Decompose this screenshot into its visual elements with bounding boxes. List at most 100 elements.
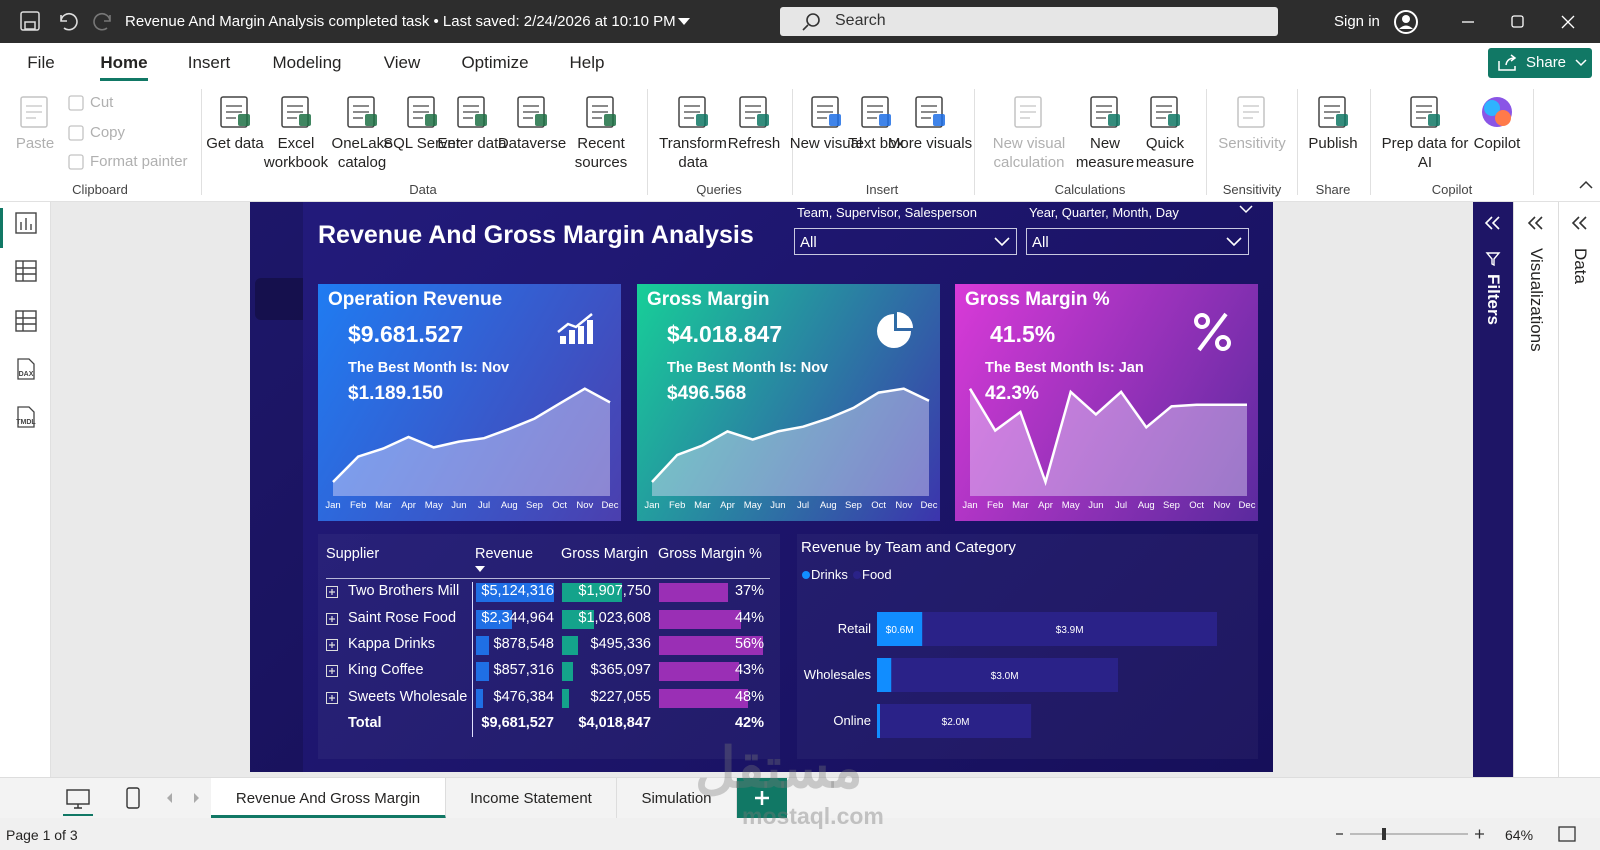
sign-in[interactable]: Sign in xyxy=(1334,13,1380,30)
data-label: $0.6M xyxy=(886,625,914,636)
column-header[interactable]: Supplier xyxy=(326,546,380,562)
margin-pct-bar xyxy=(659,662,739,681)
data-label: $2.0M xyxy=(942,717,970,728)
supplier-name[interactable]: Saint Rose Food xyxy=(348,610,457,626)
ribbon-separator xyxy=(201,89,202,195)
ribbon-icon xyxy=(1482,97,1512,127)
bar-chart: Retail $0.6M $3.9M Wholesales $3.0M Online $2.… xyxy=(804,612,1217,738)
margin-pct-cell: 56% xyxy=(734,636,764,652)
margin-pct-cell: 44% xyxy=(734,610,764,626)
watermark-arabic: مستقل xyxy=(695,736,863,799)
ribbon-button[interactable]: Excel workbook xyxy=(263,135,329,171)
month-label: Nov xyxy=(1213,500,1230,511)
ribbon-button[interactable]: Cut xyxy=(90,94,114,111)
share-button[interactable]: Share xyxy=(1488,48,1592,78)
sort-icon xyxy=(475,566,485,572)
pane-title[interactable]: Visualizations xyxy=(1527,248,1546,352)
zoom-plus xyxy=(1475,829,1484,839)
pane-title[interactable]: Data xyxy=(1571,248,1590,284)
icon-shape xyxy=(1558,826,1576,842)
month-label: Jul xyxy=(478,500,490,511)
margin-pct-bar xyxy=(659,610,741,629)
ribbon-button[interactable]: Enter data xyxy=(437,135,507,152)
column-header[interactable]: Gross Margin xyxy=(561,546,649,562)
page-tab[interactable]: Simulation xyxy=(617,778,737,819)
ribbon-button[interactable]: Sensitivity xyxy=(1218,135,1286,152)
icon-shape xyxy=(20,218,32,230)
fit-page-icon xyxy=(1558,826,1576,842)
icon-shape xyxy=(17,406,35,428)
page-tab[interactable]: Income Statement xyxy=(446,778,617,819)
menu-tab[interactable]: File xyxy=(27,53,55,72)
icon-shape xyxy=(281,96,309,128)
chart-title: Revenue by Team and Category xyxy=(801,539,1016,556)
ribbon-button[interactable]: New visual calculation xyxy=(992,135,1066,171)
supplier-name[interactable]: King Coffee xyxy=(348,662,424,678)
bar-segment xyxy=(877,658,892,692)
area-line xyxy=(968,388,1247,487)
icon-shape xyxy=(1014,96,1042,128)
chevron xyxy=(994,237,1010,247)
add-page-button[interactable] xyxy=(737,778,787,819)
icon-shape xyxy=(877,314,911,348)
ribbon-button[interactable]: Transform data xyxy=(659,135,727,171)
card-icon xyxy=(1194,312,1231,352)
desktop-view-icon xyxy=(66,789,90,809)
undo-icon xyxy=(60,12,78,31)
ribbon-button[interactable]: SQL Server xyxy=(383,135,461,152)
ribbon-button[interactable]: Format painter xyxy=(90,153,188,170)
icon-accent xyxy=(425,114,437,126)
slicer-dropdown[interactable]: All xyxy=(1026,228,1249,255)
pane-title[interactable]: Filters xyxy=(1484,274,1503,326)
total-margin: $4,018,847 xyxy=(578,715,651,731)
supplier-name[interactable]: Two Brothers Mill xyxy=(348,583,460,599)
ribbon-button[interactable]: Dataverse xyxy=(497,135,567,152)
menu-tab-underline xyxy=(100,78,148,81)
column-header[interactable]: Revenue xyxy=(475,546,534,562)
ribbon-button[interactable]: Publish xyxy=(1308,135,1358,152)
icon-accent xyxy=(475,114,487,126)
icon-accent xyxy=(535,114,547,126)
supplier-name[interactable]: Kappa Drinks xyxy=(348,636,436,652)
menu-tab[interactable]: Home xyxy=(100,53,148,72)
column-header[interactable]: Gross Margin % xyxy=(658,546,762,562)
supplier-name[interactable]: Sweets Wholesale xyxy=(348,689,468,705)
margin-cell: $1,907,750 xyxy=(578,583,651,599)
filters-pane: Filters xyxy=(1473,202,1513,777)
menu-tab[interactable]: Help xyxy=(569,53,605,72)
ribbon-button[interactable]: Text box xyxy=(848,135,904,152)
card-best-label: The Best Month Is: Jan xyxy=(985,360,1144,376)
icon-shape xyxy=(1156,105,1172,119)
search-box[interactable]: Search xyxy=(780,7,1278,36)
area-fill xyxy=(333,388,610,496)
page-tab[interactable]: Revenue And Gross Margin xyxy=(211,778,446,819)
menu-tab[interactable]: Modeling xyxy=(272,53,342,72)
ribbon-button[interactable]: Prep data for AI xyxy=(1381,135,1469,171)
icon-shape xyxy=(1410,96,1438,128)
slicer-dropdown[interactable]: All xyxy=(794,228,1017,255)
small-icon xyxy=(68,125,84,141)
month-label: Oct xyxy=(552,500,567,511)
kpi-card: Gross Margin $4.018.847 The Best Month Is:… xyxy=(637,284,940,521)
ribbon-button[interactable]: Copy xyxy=(90,124,126,141)
slicer-value: All xyxy=(800,234,817,251)
ribbon-button[interactable]: Get data xyxy=(206,135,264,152)
month-label: Jan xyxy=(962,500,977,511)
menu-tab[interactable]: Optimize xyxy=(461,53,529,72)
ribbon-button[interactable]: New visual xyxy=(789,135,863,152)
ribbon-button[interactable]: Recent sources xyxy=(574,135,628,171)
ribbon-button[interactable]: Paste xyxy=(15,135,55,152)
ribbon-button[interactable]: More visuals xyxy=(887,135,973,152)
ribbon-button[interactable]: OneLake catalog xyxy=(331,135,393,171)
ribbon-button[interactable]: Copilot xyxy=(1473,135,1521,152)
menu-tab[interactable]: View xyxy=(383,53,421,72)
ribbon-button[interactable]: Refresh xyxy=(727,135,781,152)
menu-tab[interactable]: Insert xyxy=(187,53,231,72)
title-bar: Revenue And Margin Analysis completed ta… xyxy=(0,0,1600,43)
filter-icon xyxy=(1485,252,1501,267)
card-value: $4.018.847 xyxy=(667,321,783,347)
desktop-view-underline xyxy=(63,814,93,816)
ribbon-button[interactable]: Quick measure xyxy=(1135,135,1195,171)
icon-shape xyxy=(915,96,943,128)
ribbon-button[interactable]: New measure xyxy=(1075,135,1135,171)
